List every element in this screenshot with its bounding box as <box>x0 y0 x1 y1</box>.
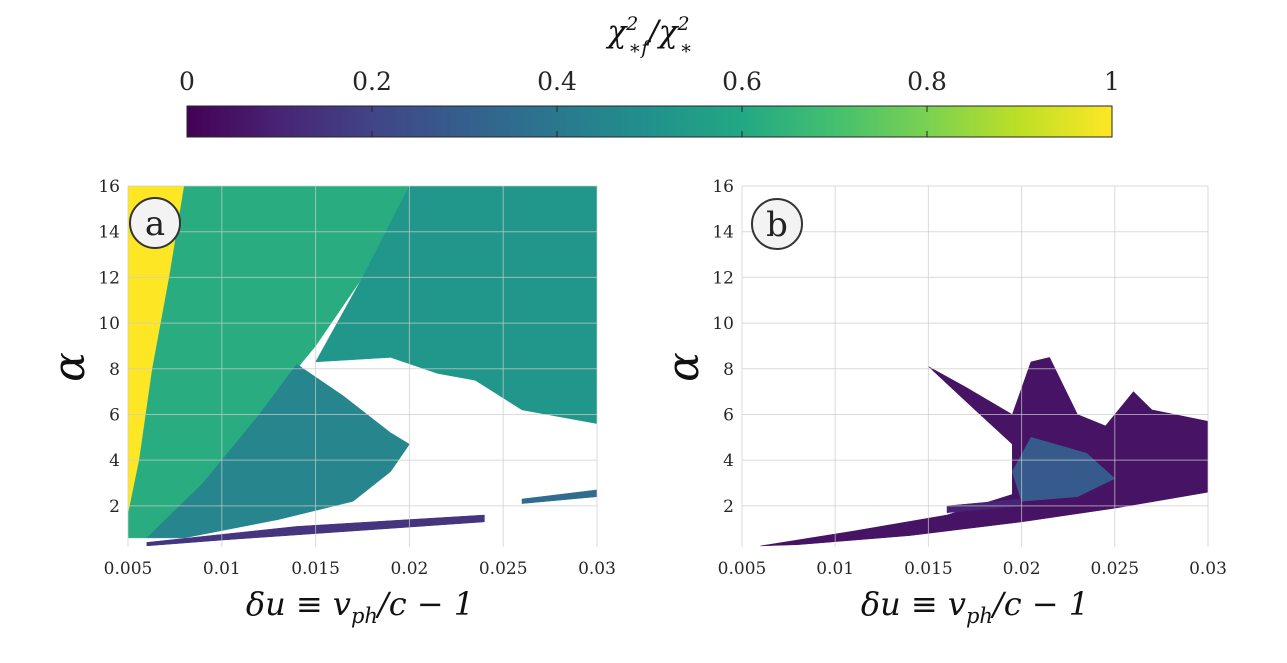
y-tick-label: 12 <box>98 268 120 288</box>
panel-a-label-circle <box>129 197 181 249</box>
heatmap-region-teal-right <box>315 186 597 424</box>
x-tick-label: 0.01 <box>816 559 854 579</box>
panel-b-xlabel: δu ≡ vph/c − 1 <box>861 585 1089 628</box>
heatmap-region-blue-core <box>1012 437 1116 502</box>
colorbar-tick-label: 0.6 <box>722 67 762 96</box>
colorbar-gradient <box>186 105 1113 138</box>
y-tick-label: 14 <box>712 223 734 243</box>
colorbar-label: χ2 ∗f/χ2 ∗ <box>605 13 692 59</box>
x-tick-label: 0.03 <box>1189 559 1227 579</box>
colorbar: χ2 ∗f/χ2 ∗ 0 0.2 0.4 0.6 0.8 1 <box>179 13 1120 138</box>
x-tick-label: 0.005 <box>104 559 153 579</box>
x-tick-label: 0.005 <box>718 559 767 579</box>
y-tick-label: 6 <box>109 405 120 425</box>
x-tick-label: 0.025 <box>1090 559 1139 579</box>
colorbar-tick-label: 0.4 <box>537 67 577 96</box>
y-tick-label: 10 <box>712 314 734 334</box>
x-tick-label: 0.015 <box>291 559 340 579</box>
panel-b-ylabel: α <box>658 352 709 382</box>
y-tick-label: 8 <box>109 360 120 380</box>
x-tick-label: 0.025 <box>479 559 528 579</box>
panel-b-label: b <box>766 205 788 245</box>
y-tick-label: 8 <box>723 360 734 380</box>
y-tick-label: 4 <box>723 451 734 471</box>
y-tick-label: 2 <box>723 497 734 517</box>
y-tick-label: 4 <box>109 451 120 471</box>
x-tick-label: 0.015 <box>904 559 953 579</box>
x-tick-label: 0.02 <box>1003 559 1041 579</box>
x-tick-label: 0.03 <box>578 559 616 579</box>
y-tick-label: 2 <box>109 497 120 517</box>
x-tick-label: 0.01 <box>203 559 241 579</box>
panel-b-label-circle <box>751 198 803 250</box>
colorbar-tick-label: 0 <box>179 67 195 96</box>
y-tick-label: 16 <box>98 177 120 197</box>
heatmap-region-right-sliver <box>521 489 597 504</box>
panel-a: 0.005 0.01 0.015 0.02 0.025 0.03246810121416 … <box>44 177 616 628</box>
panel-b: 0.005 0.01 0.015 0.02 0.025 0.03246810121416 … <box>658 177 1227 628</box>
colorbar-tick-label: 0.8 <box>907 67 947 96</box>
y-tick-label: 14 <box>98 223 120 243</box>
y-tick-label: 10 <box>98 314 120 334</box>
y-tick-label: 16 <box>712 177 734 197</box>
y-tick-label: 12 <box>712 268 734 288</box>
x-tick-label: 0.02 <box>390 559 428 579</box>
colorbar-tick-label: 1 <box>1104 67 1120 96</box>
panel-a-ylabel: α <box>44 352 95 382</box>
y-tick-label: 6 <box>723 405 734 425</box>
panel-a-label: a <box>145 204 165 244</box>
panel-a-xlabel: δu ≡ vph/c − 1 <box>246 585 474 628</box>
colorbar-tick-label: 0.2 <box>352 67 392 96</box>
